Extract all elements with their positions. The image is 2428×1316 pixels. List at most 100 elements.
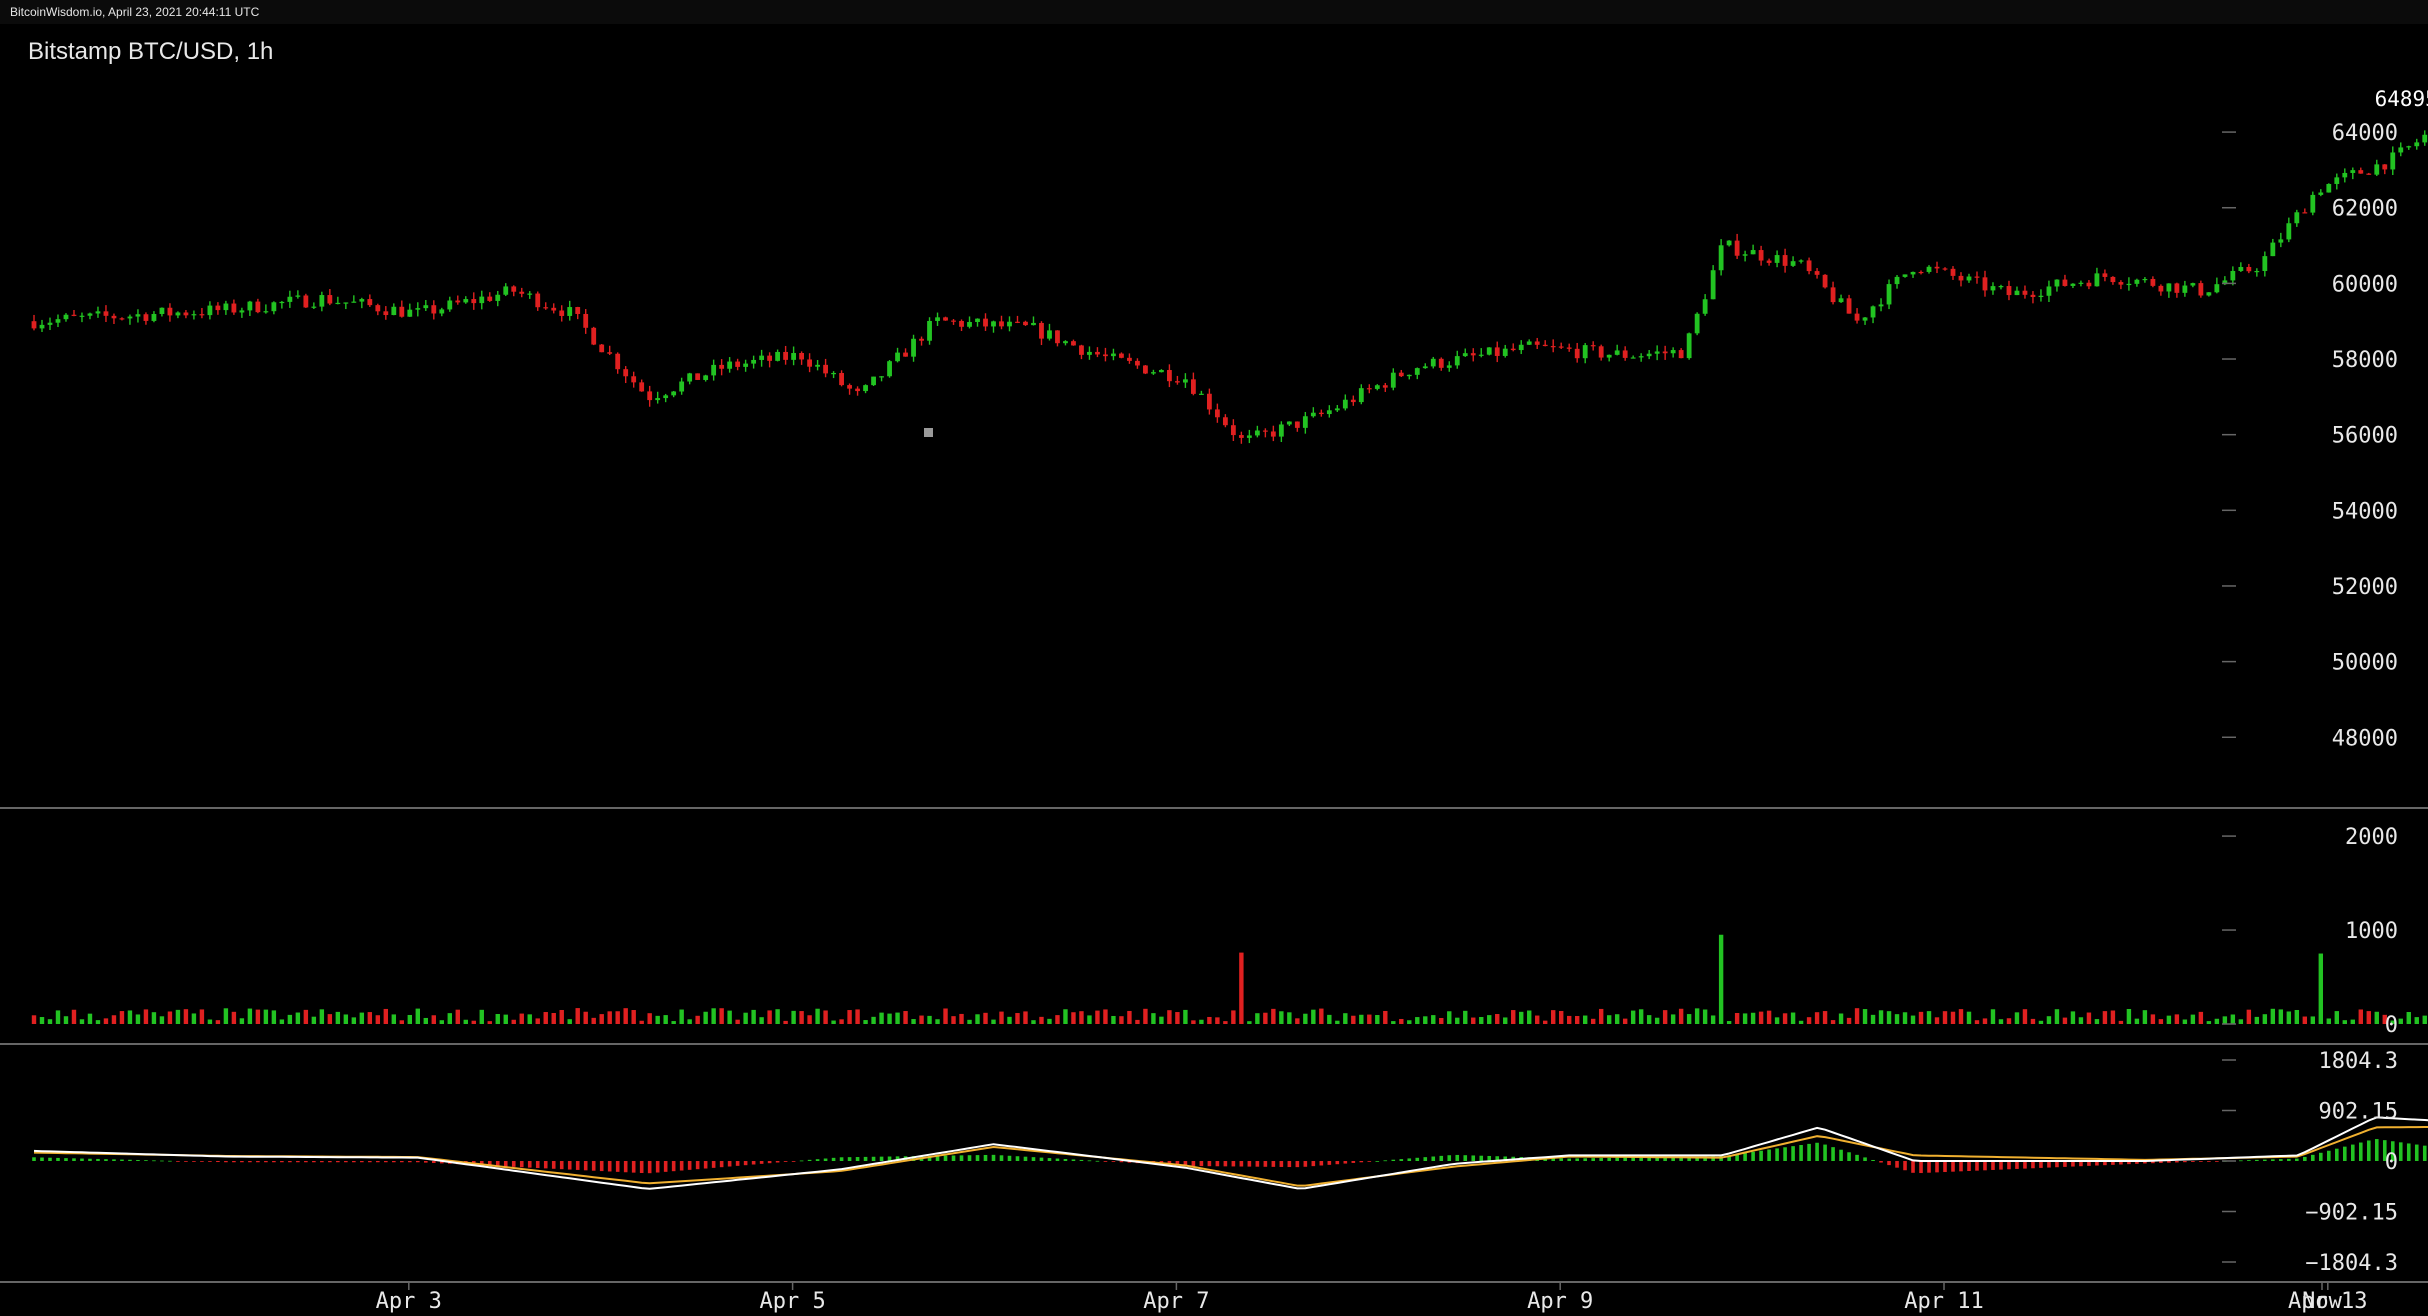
price-chart[interactable]: Bitstamp BTC/USD, 1h 48000 50000 52000 5400… — [0, 24, 2428, 1316]
candle-body — [1622, 350, 1628, 358]
volume-bar — [663, 1015, 668, 1024]
volume-bar — [551, 1012, 556, 1024]
volume-bar — [1798, 1020, 1804, 1024]
volume-bar — [311, 1016, 317, 1024]
volume-bar — [1990, 1009, 1996, 1024]
volume-bar — [1630, 1010, 1636, 1024]
macd-histogram-bar — [543, 1161, 548, 1169]
macd-histogram-bar — [208, 1161, 212, 1162]
volume-bar — [1103, 1009, 1108, 1024]
volume-bar — [991, 1019, 996, 1024]
volume-bar — [1638, 1009, 1644, 1024]
candle-body — [1550, 346, 1556, 348]
macd-histogram-bar — [1007, 1155, 1012, 1161]
macd-histogram-bar — [2327, 1150, 2331, 1161]
candle-body — [1862, 317, 1868, 321]
candle-body — [967, 321, 972, 327]
volume-bar — [1095, 1010, 1100, 1024]
macd-histogram-bar — [871, 1156, 876, 1161]
macd-histogram-bar — [1191, 1161, 1196, 1167]
volume-bar — [1119, 1016, 1124, 1024]
volume-bar — [599, 1014, 604, 1024]
volume-bar — [1958, 1009, 1964, 1024]
macd-histogram-bar — [1887, 1161, 1891, 1166]
macd-histogram-bar — [2175, 1161, 2179, 1163]
candle-body — [1103, 354, 1108, 357]
candle-body — [815, 364, 820, 367]
macd-histogram-bar — [1471, 1155, 1476, 1161]
macd-histogram-bar — [280, 1161, 284, 1163]
volume-bar — [2182, 1019, 2188, 1024]
macd-histogram-bar — [112, 1159, 116, 1161]
volume-bar — [1750, 1012, 1756, 1024]
volume-bar — [1934, 1017, 1940, 1024]
volume-bar — [207, 1019, 213, 1024]
volume-bar — [1375, 1015, 1380, 1024]
volume-bar — [183, 1009, 189, 1024]
volume-bar — [2054, 1009, 2060, 1024]
candle-body — [2278, 239, 2284, 243]
macd-histogram-bar — [703, 1161, 708, 1169]
volume-bar — [1790, 1012, 1796, 1024]
candle-body — [1111, 353, 1116, 357]
candle-body — [2318, 192, 2324, 195]
candle-body — [1790, 261, 1796, 266]
macd-histogram-bar — [1911, 1161, 1915, 1173]
candle-body — [335, 302, 341, 305]
macd-histogram-bar — [248, 1161, 252, 1163]
volume-bar — [1654, 1017, 1660, 1024]
volume-bar — [1854, 1008, 1860, 1024]
volume-bar — [79, 1019, 85, 1024]
macd-histogram-bar — [144, 1160, 148, 1161]
macd-histogram-bar — [2350, 1144, 2355, 1161]
candle-body — [1758, 250, 1764, 261]
volume-bar — [2030, 1018, 2036, 1024]
volume-bar — [1974, 1020, 1980, 1024]
macd-histogram-bar — [1879, 1161, 1883, 1163]
candle-body — [2086, 282, 2092, 287]
macd-histogram-bar — [727, 1161, 732, 1167]
candle-body — [1510, 348, 1516, 351]
candle-body — [1526, 341, 1532, 345]
macd-histogram-bar — [1559, 1158, 1564, 1161]
candle-body — [2294, 212, 2300, 224]
candle-body — [1406, 374, 1412, 377]
candle-body — [1462, 353, 1468, 357]
macd-histogram-bar — [416, 1161, 420, 1163]
volume-bar — [1606, 1015, 1612, 1024]
volume-bar — [863, 1020, 868, 1024]
candle-body — [783, 351, 789, 360]
macd-histogram-bar — [1031, 1157, 1036, 1161]
candle-body — [943, 317, 948, 321]
macd-histogram-bar — [1671, 1156, 1675, 1161]
macd-histogram-bar — [296, 1161, 300, 1163]
macd-histogram-bar — [2390, 1141, 2395, 1161]
macd-histogram-bar — [2303, 1156, 2307, 1161]
volume-bar — [191, 1013, 197, 1024]
macd-histogram-bar — [320, 1161, 324, 1163]
volume-bar — [911, 1019, 916, 1024]
macd-histogram-bar — [1495, 1156, 1500, 1161]
macd-histogram-bar — [2239, 1160, 2243, 1162]
volume-bar — [631, 1010, 636, 1024]
candle-body — [71, 314, 77, 316]
candle-body — [2094, 273, 2100, 287]
macd-histogram-bar — [1319, 1161, 1324, 1166]
macd-histogram-bar — [1855, 1154, 1859, 1161]
candle-body — [1318, 412, 1324, 415]
volume-bar — [1886, 1011, 1892, 1024]
macd-histogram-bar — [967, 1155, 972, 1161]
macd-histogram-bar — [1311, 1161, 1316, 1167]
candle-body — [2134, 279, 2140, 284]
candle-body — [1782, 255, 1788, 266]
candle-body — [503, 286, 509, 295]
volume-bar — [2038, 1020, 2044, 1024]
candle-body — [687, 373, 693, 382]
volume-bar — [1942, 1011, 1948, 1024]
volume-bar — [2318, 953, 2324, 1024]
macd-histogram-bar — [535, 1161, 540, 1169]
candle-body — [2062, 279, 2068, 286]
candle-body — [775, 351, 781, 361]
macd-histogram-bar — [232, 1161, 236, 1163]
macd-histogram-bar — [1823, 1144, 1827, 1161]
